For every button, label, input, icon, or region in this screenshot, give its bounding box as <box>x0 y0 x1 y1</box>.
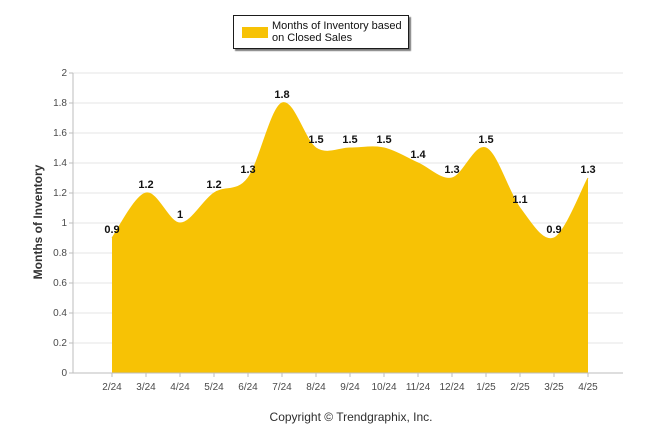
x-tick-label: 3/25 <box>544 382 564 393</box>
x-tick-label: 4/25 <box>578 382 598 393</box>
data-label: 1.8 <box>274 89 289 101</box>
data-label: 1 <box>177 209 183 221</box>
data-label: 1.5 <box>478 134 493 146</box>
data-label: 1.1 <box>512 194 527 206</box>
y-tick-label: 0.2 <box>53 338 67 349</box>
data-label: 1.5 <box>376 134 391 146</box>
x-tick-label: 12/24 <box>439 382 464 393</box>
data-label: 1.5 <box>342 134 357 146</box>
y-tick-label: 0.4 <box>53 308 67 319</box>
data-label: 1.5 <box>308 134 323 146</box>
x-tick-label: 5/24 <box>204 382 224 393</box>
data-label: 1.4 <box>410 149 426 161</box>
data-label: 1.3 <box>240 164 255 176</box>
y-tick-labels: 0 0.2 0.4 0.6 0.8 1 1.2 1.4 1.6 1.8 2 <box>53 68 67 379</box>
y-tick-label: 2 <box>61 68 67 79</box>
x-tick-label: 6/24 <box>238 382 258 393</box>
x-tick-label: 11/24 <box>406 382 431 393</box>
x-tick-label: 4/24 <box>170 382 190 393</box>
y-tick-label: 1 <box>61 218 67 229</box>
x-tick-label: 8/24 <box>306 382 326 393</box>
y-tick-label: 0.8 <box>53 248 67 259</box>
x-tick-label: 2/24 <box>102 382 122 393</box>
data-label: 1.2 <box>206 179 221 191</box>
data-label: 0.9 <box>104 224 119 236</box>
y-tick-label: 1.4 <box>53 158 67 169</box>
x-tick-labels: 2/24 3/24 4/24 5/24 6/24 7/24 8/24 9/24 10/24 11/… <box>102 382 598 393</box>
data-label: 1.2 <box>138 179 153 191</box>
legend-series-label: Months of Inventory based on Closed Sale… <box>272 20 402 44</box>
chart-legend: Months of Inventory based on Closed Sale… <box>233 15 409 49</box>
area-layer <box>111 102 589 374</box>
x-tick-label: 1/25 <box>476 382 496 393</box>
copyright-text: Copyright © Trendgraphix, Inc. <box>269 410 433 424</box>
x-tick-label: 3/24 <box>136 382 156 393</box>
months-inventory-edge <box>111 102 589 240</box>
data-label: 0.9 <box>546 224 561 236</box>
y-tick-label: 1.6 <box>53 128 67 139</box>
x-tick-label: 2/25 <box>510 382 530 393</box>
y-tick-label: 1.8 <box>53 98 67 109</box>
x-tick-label: 9/24 <box>340 382 360 393</box>
x-tick-label: 7/24 <box>272 382 292 393</box>
y-tick-label: 0 <box>61 368 67 379</box>
data-label: 1.3 <box>444 164 459 176</box>
months-inventory-area <box>112 102 588 374</box>
data-labels: 0.9 1.2 1 1.2 1.3 1.8 1.5 1.5 1.5 1.4 1.3 1.5 1.1 0.9… <box>104 89 595 236</box>
x-tick-label: 10/24 <box>371 382 396 393</box>
data-label: 1.3 <box>580 164 595 176</box>
y-tick-label: 0.6 <box>53 278 67 289</box>
y-tick-label: 1.2 <box>53 188 67 199</box>
legend-color-swatch <box>242 26 268 38</box>
axis-layer <box>69 72 623 377</box>
